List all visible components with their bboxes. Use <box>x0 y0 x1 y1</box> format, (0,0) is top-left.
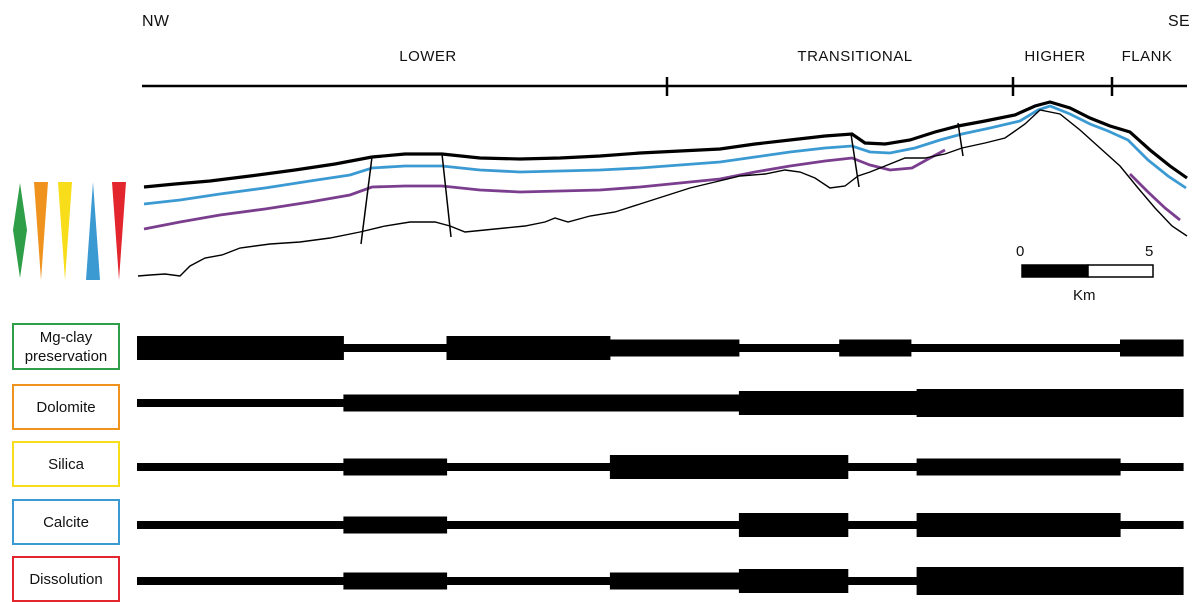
legend-triangle-silica <box>58 182 72 280</box>
process-bar-segment <box>446 463 611 471</box>
process-bar-segment <box>343 394 740 412</box>
process-bar-segment <box>738 569 849 593</box>
process-bar-segment <box>839 339 912 357</box>
process-bar-segment <box>910 344 1121 352</box>
process-bar-segment <box>137 399 344 407</box>
process-label-dolomite: Dolomite <box>12 384 120 430</box>
legend-triangle-calcite <box>86 182 100 280</box>
scale-end-label: 5 <box>1145 243 1154 260</box>
scale-unit-label: Km <box>1073 287 1096 304</box>
process-bar-segment <box>609 455 849 479</box>
process-bar-segment <box>446 336 611 360</box>
fault-line <box>441 153 452 238</box>
process-label-dissolution: Dissolution <box>12 556 120 602</box>
process-bar-segment <box>1120 463 1184 471</box>
zone-label-higher: HIGHER <box>1024 48 1086 65</box>
zone-label-lower: LOWER <box>399 48 457 65</box>
zone-axis <box>142 77 1187 96</box>
process-bar-segment <box>446 521 740 529</box>
process-bar-segment <box>343 572 448 590</box>
process-label-calcite: Calcite <box>12 499 120 545</box>
faults <box>360 122 964 245</box>
zone-label-flank: FLANK <box>1121 48 1173 65</box>
scale-bar-white-segment <box>1087 264 1154 278</box>
horizons <box>137 100 1188 277</box>
process-label-silica: Silica <box>12 441 120 487</box>
process-bars <box>137 336 1184 595</box>
process-bar-segment <box>847 521 918 529</box>
process-bar-segment <box>137 463 344 471</box>
purple-horizon <box>143 148 946 231</box>
purple-horizon-flank <box>1129 173 1181 222</box>
process-bar-segment <box>916 567 1184 595</box>
process-bar-segment <box>343 516 448 534</box>
legend-triangle-dissolution <box>112 182 126 280</box>
scale-bar <box>1021 264 1154 278</box>
process-bar-segment <box>1120 521 1184 529</box>
process-bar-segment <box>847 463 918 471</box>
process-label-text: Mg-clay preservation <box>24 328 108 365</box>
process-bar-segment <box>343 344 448 352</box>
process-bar-segment <box>738 391 918 415</box>
process-bar-segment <box>916 458 1121 476</box>
process-label-text: Silica <box>48 455 84 473</box>
basement-horizon <box>137 109 1188 277</box>
process-label-text: Calcite <box>43 513 89 531</box>
top-surface-horizon <box>143 100 1188 189</box>
se-label: SE <box>1168 13 1190 30</box>
process-bar-segment <box>847 577 918 585</box>
fault-line <box>850 133 860 188</box>
process-bar-segment <box>343 458 448 476</box>
process-bar-segment <box>137 577 344 585</box>
process-bar-segment <box>609 339 740 357</box>
calcite-horizon <box>143 104 1187 206</box>
process-label-text: Dissolution <box>29 570 103 588</box>
fault-line <box>957 122 964 157</box>
process-bar-segment <box>1120 339 1184 357</box>
process-bar-segment <box>738 513 849 537</box>
nw-label: NW <box>142 13 170 30</box>
process-bar-segment <box>916 389 1184 417</box>
process-label-text: Dolomite <box>36 398 96 416</box>
fault-line <box>360 156 373 245</box>
process-bar-segment <box>916 513 1121 537</box>
process-triangles <box>13 182 126 280</box>
scale-start-label: 0 <box>1016 243 1025 260</box>
legend-triangle-mg_clay <box>13 183 27 278</box>
process-bar-segment <box>738 344 840 352</box>
process-bar-segment <box>137 336 344 360</box>
process-label-mg-clay: Mg-clay preservation <box>12 323 120 370</box>
zone-label-transitional: TRANSITIONAL <box>797 48 913 65</box>
legend-triangle-dolomite <box>34 182 48 280</box>
process-bar-segment <box>609 572 740 590</box>
process-bar-segment <box>446 577 611 585</box>
process-bar-segment <box>137 521 344 529</box>
scale-bar-black-segment <box>1021 264 1089 278</box>
